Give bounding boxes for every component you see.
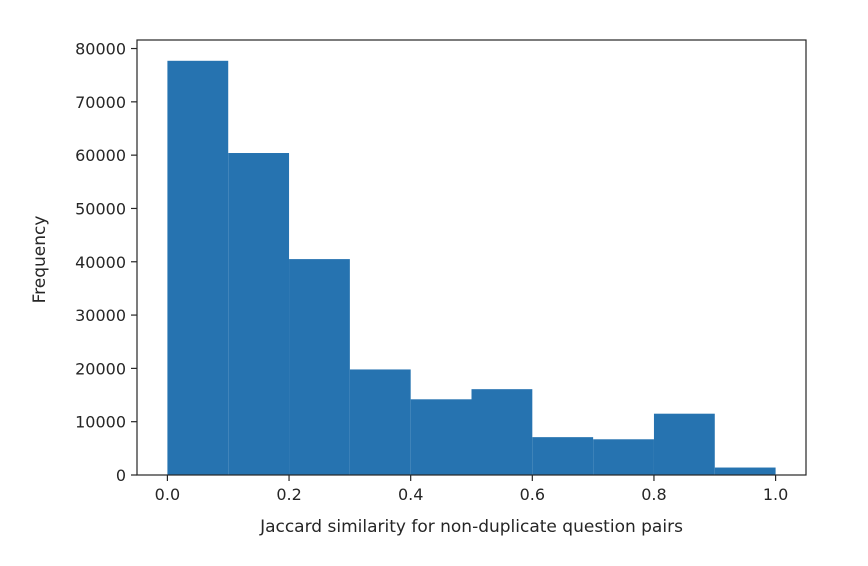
x-tick-label: 0.4 bbox=[398, 485, 423, 504]
histogram-bar-4 bbox=[410, 399, 472, 475]
x-tick-label: 0.6 bbox=[520, 485, 545, 504]
x-tick-label: 0.8 bbox=[641, 485, 666, 504]
bars-layer bbox=[167, 60, 776, 476]
histogram-bar-8 bbox=[653, 413, 715, 475]
y-axis-label: Frequency bbox=[30, 216, 50, 304]
y-tick-label: 80000 bbox=[75, 40, 126, 59]
y-tick-label: 0 bbox=[116, 466, 126, 485]
y-tick-label: 10000 bbox=[75, 413, 126, 432]
histogram-bar-9 bbox=[714, 467, 776, 475]
histogram-bar-5 bbox=[471, 389, 533, 475]
y-tick-label: 30000 bbox=[75, 306, 126, 325]
plot-frame bbox=[136, 39, 807, 476]
histogram-bar-1 bbox=[228, 153, 290, 475]
x-tick-label: 0.0 bbox=[155, 485, 180, 504]
x-axis-label: Jaccard similarity for non-duplicate que… bbox=[259, 517, 683, 537]
y-tick-label: 40000 bbox=[75, 253, 126, 272]
x-axis-ticks: 0.0 0.2 0.4 0.6 0.8 1.0 bbox=[155, 475, 788, 504]
y-tick-label: 70000 bbox=[75, 93, 126, 112]
histogram-bar-2 bbox=[289, 259, 350, 475]
axes-layer bbox=[136, 39, 807, 476]
histogram-bar-0 bbox=[167, 60, 229, 476]
y-axis-ticks: 0 10000 20000 30000 40000 50000 60000 70000 8000… bbox=[75, 40, 137, 485]
x-tick-label: 0.2 bbox=[276, 485, 301, 504]
histogram-bar-3 bbox=[349, 369, 411, 475]
y-tick-label: 50000 bbox=[75, 199, 126, 218]
x-tick-label: 1.0 bbox=[763, 485, 788, 504]
y-tick-label: 60000 bbox=[75, 146, 126, 165]
histogram-bar-7 bbox=[593, 439, 654, 475]
histogram-bar-6 bbox=[532, 437, 594, 475]
y-tick-label: 20000 bbox=[75, 359, 126, 378]
